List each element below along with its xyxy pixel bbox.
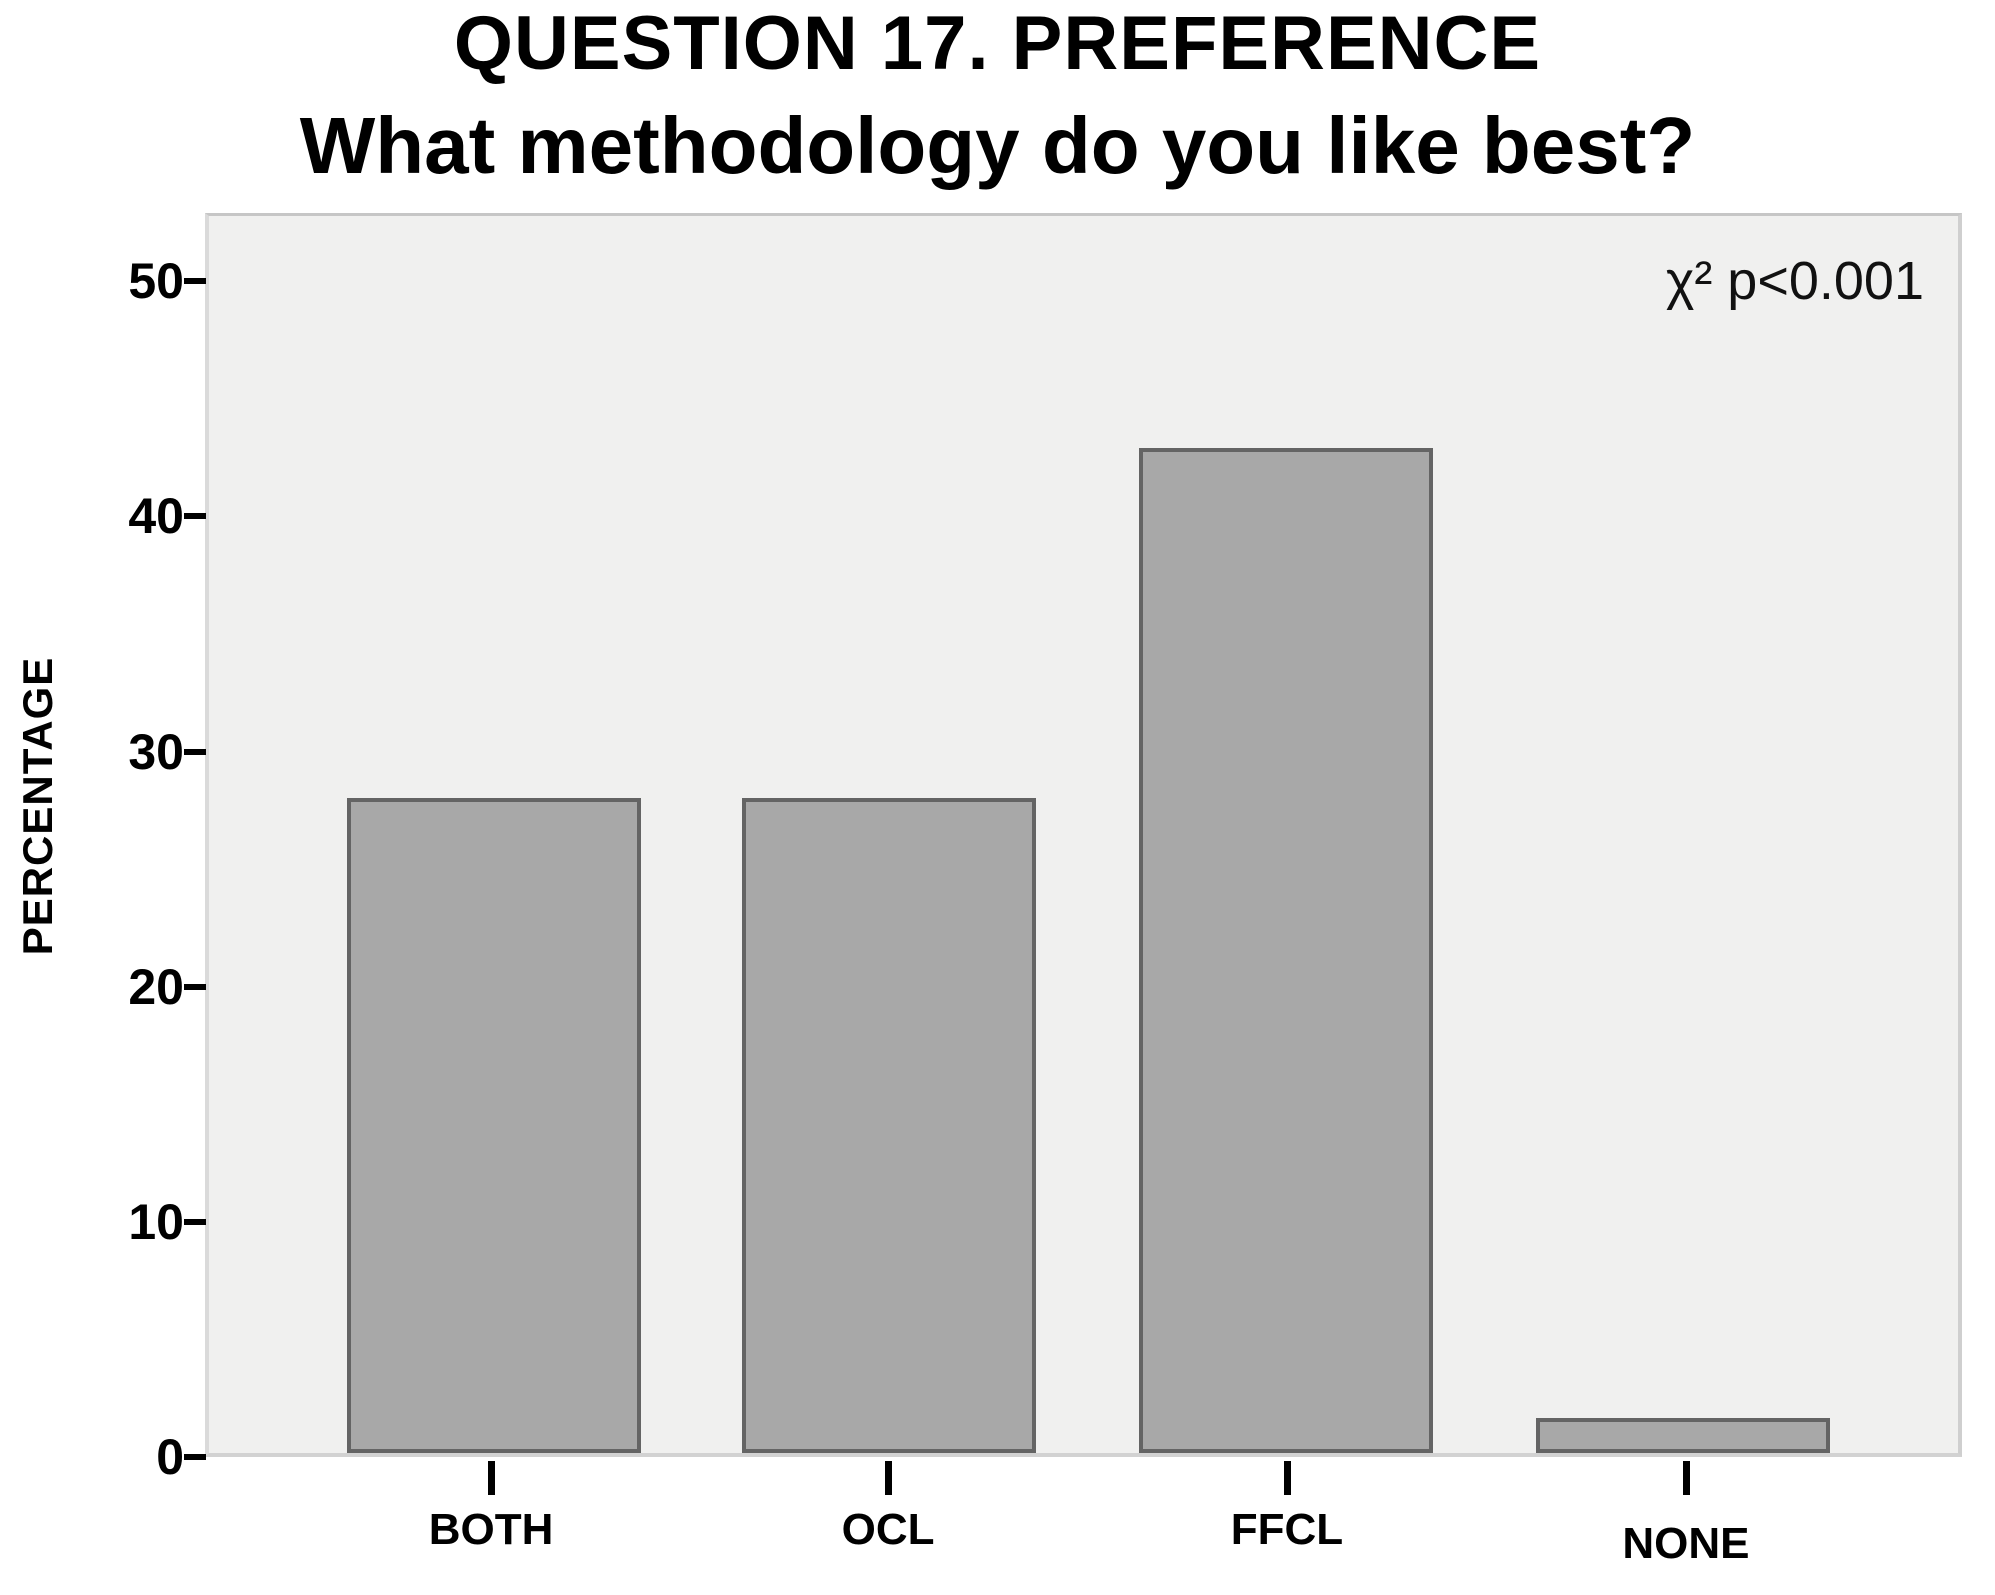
y-axis-title: PERCENTAGE <box>14 656 61 956</box>
y-tick-mark-40 <box>184 513 206 520</box>
x-category-label-ocl: OCL <box>841 1505 935 1554</box>
y-tick-mark-50 <box>184 278 206 285</box>
y-tick-mark-30 <box>184 748 206 755</box>
bar-ocl <box>742 798 1036 1453</box>
bar-ffcl <box>1139 447 1433 1453</box>
y-tick-label-10: 10 <box>128 1193 184 1250</box>
x-tick-mark-ffcl <box>1283 1461 1291 1495</box>
chi-square-annotation: χ² p<0.001 <box>1665 251 1924 311</box>
chart-title-line-1: QUESTION 17. PREFERENCE <box>453 1 1542 86</box>
chart-title-line-2: What methodology do you like best? <box>299 101 1696 190</box>
plot-area: χ² p<0.001 <box>205 213 1962 1457</box>
y-tick-label-0: 0 <box>156 1429 184 1485</box>
y-tick-mark-0 <box>184 1454 206 1460</box>
x-category-label-none: NONE <box>1622 1519 1750 1568</box>
y-tick-label-50: 50 <box>128 253 184 310</box>
x-tick-mark-ocl <box>885 1461 893 1495</box>
y-tick-mark-10 <box>184 1218 206 1225</box>
x-tick-mark-both <box>488 1461 496 1495</box>
y-tick-label-40: 40 <box>128 488 184 545</box>
chart-title: QUESTION 17. PREFERENCE What methodology… <box>0 6 1995 186</box>
x-tick-mark-none <box>1682 1461 1690 1495</box>
x-category-label-ffcl: FFCL <box>1230 1505 1344 1554</box>
y-tick-mark-20 <box>184 983 206 990</box>
y-tick-label-20: 20 <box>128 958 184 1015</box>
y-tick-label-30: 30 <box>128 723 184 780</box>
bar-both <box>346 798 641 1453</box>
bar-none <box>1536 1417 1831 1453</box>
x-category-label-both: BOTH <box>428 1505 554 1554</box>
